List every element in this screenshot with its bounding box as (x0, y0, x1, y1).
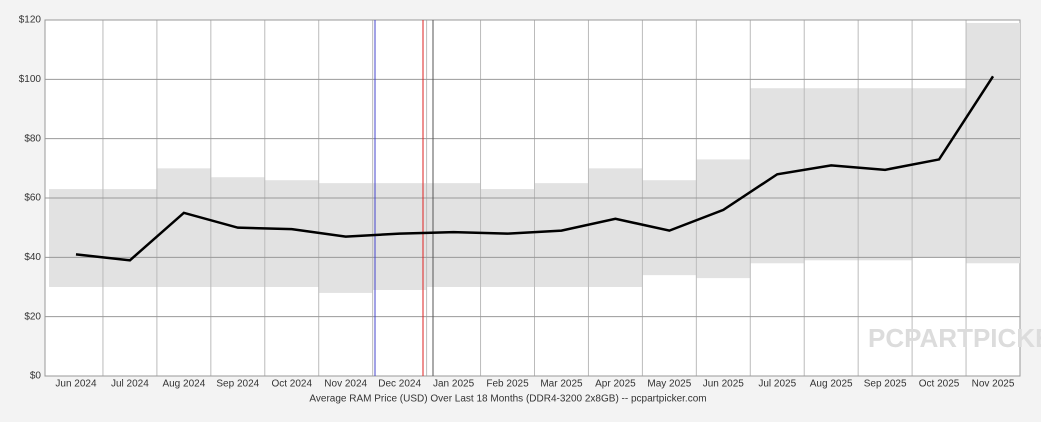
price-range (696, 159, 751, 279)
y-tick-label: $0 (30, 371, 42, 382)
x-tick-label: Sep 2025 (864, 379, 907, 390)
y-tick-label: $120 (19, 15, 42, 26)
price-range (318, 183, 373, 293)
x-tick-label: Nov 2025 (972, 379, 1015, 390)
price-range (102, 189, 157, 287)
y-tick-label: $40 (24, 252, 41, 263)
price-range (210, 177, 265, 287)
y-tick-label: $60 (24, 193, 41, 204)
x-tick-label: Oct 2024 (271, 379, 312, 390)
x-tick-label: Aug 2025 (810, 379, 853, 390)
watermark: PCPARTPICKER (868, 323, 1041, 353)
x-tick-label: Apr 2025 (595, 379, 636, 390)
x-tick-label: Oct 2025 (919, 379, 960, 390)
x-tick-label: Jul 2024 (111, 379, 149, 390)
price-range (858, 88, 913, 261)
y-tick-label: $80 (24, 133, 41, 144)
price-range (588, 168, 643, 287)
price-range (156, 168, 211, 287)
price-range (480, 189, 535, 287)
price-range (966, 22, 1020, 264)
x-tick-label: Mar 2025 (540, 379, 583, 390)
x-tick-label: May 2025 (647, 379, 691, 390)
price-range (426, 183, 481, 287)
price-range (49, 189, 103, 287)
x-tick-label: Nov 2024 (324, 379, 367, 390)
price-range (912, 88, 967, 258)
x-tick-label: Jun 2025 (703, 379, 745, 390)
price-range (372, 183, 427, 290)
price-range (804, 88, 859, 261)
x-tick-label: Dec 2024 (378, 379, 421, 390)
price-range (534, 183, 589, 287)
price-line (75, 75, 995, 262)
y-tick-label: $20 (24, 311, 41, 322)
x-tick-label: Sep 2024 (216, 379, 259, 390)
x-tick-label: Jan 2025 (433, 379, 475, 390)
x-tick-label: Jun 2024 (55, 379, 97, 390)
x-axis-label: Average RAM Price (USD) Over Last 18 Mon… (309, 394, 706, 405)
y-tick-label: $100 (19, 74, 42, 85)
x-tick-label: Feb 2025 (486, 379, 529, 390)
x-tick-label: Jul 2025 (758, 379, 796, 390)
x-tick-label: Aug 2024 (162, 379, 205, 390)
price-range (264, 180, 319, 287)
